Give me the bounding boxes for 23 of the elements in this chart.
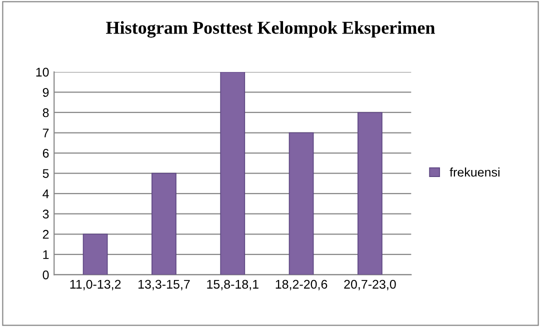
- bar: [82, 234, 108, 275]
- x-tick-label: 18,2-20,6: [276, 280, 328, 290]
- y-tick-label: 5: [42, 169, 49, 178]
- y-tick-label: 3: [42, 210, 49, 219]
- bar: [288, 132, 314, 275]
- bar: [152, 172, 176, 275]
- x-tick-label: 13,3-15,7: [138, 280, 190, 290]
- y-tick-label: 1: [43, 250, 49, 259]
- bar: [358, 112, 382, 275]
- legend-label: frekuensi: [450, 167, 500, 177]
- y-tick-label: 0: [42, 270, 49, 280]
- y-tick-label: 2: [42, 230, 49, 239]
- bar: [220, 72, 246, 275]
- y-tick-label: 10: [36, 68, 49, 77]
- y-tick-label: 8: [42, 108, 49, 118]
- x-tick-label: 20,7-23,0: [344, 280, 396, 290]
- y-tick-label: 7: [42, 128, 49, 138]
- y-tick-label: 4: [42, 190, 49, 198]
- x-tick-label: 15,8-18,1: [207, 280, 258, 290]
- y-tick-label: 9: [42, 88, 49, 97]
- y-tick-label: 6: [42, 148, 49, 158]
- x-tick-label: 11,0-13,2: [70, 280, 121, 290]
- chart-title: Histogram Posttest Kelompok Eksperimen: [106, 21, 435, 38]
